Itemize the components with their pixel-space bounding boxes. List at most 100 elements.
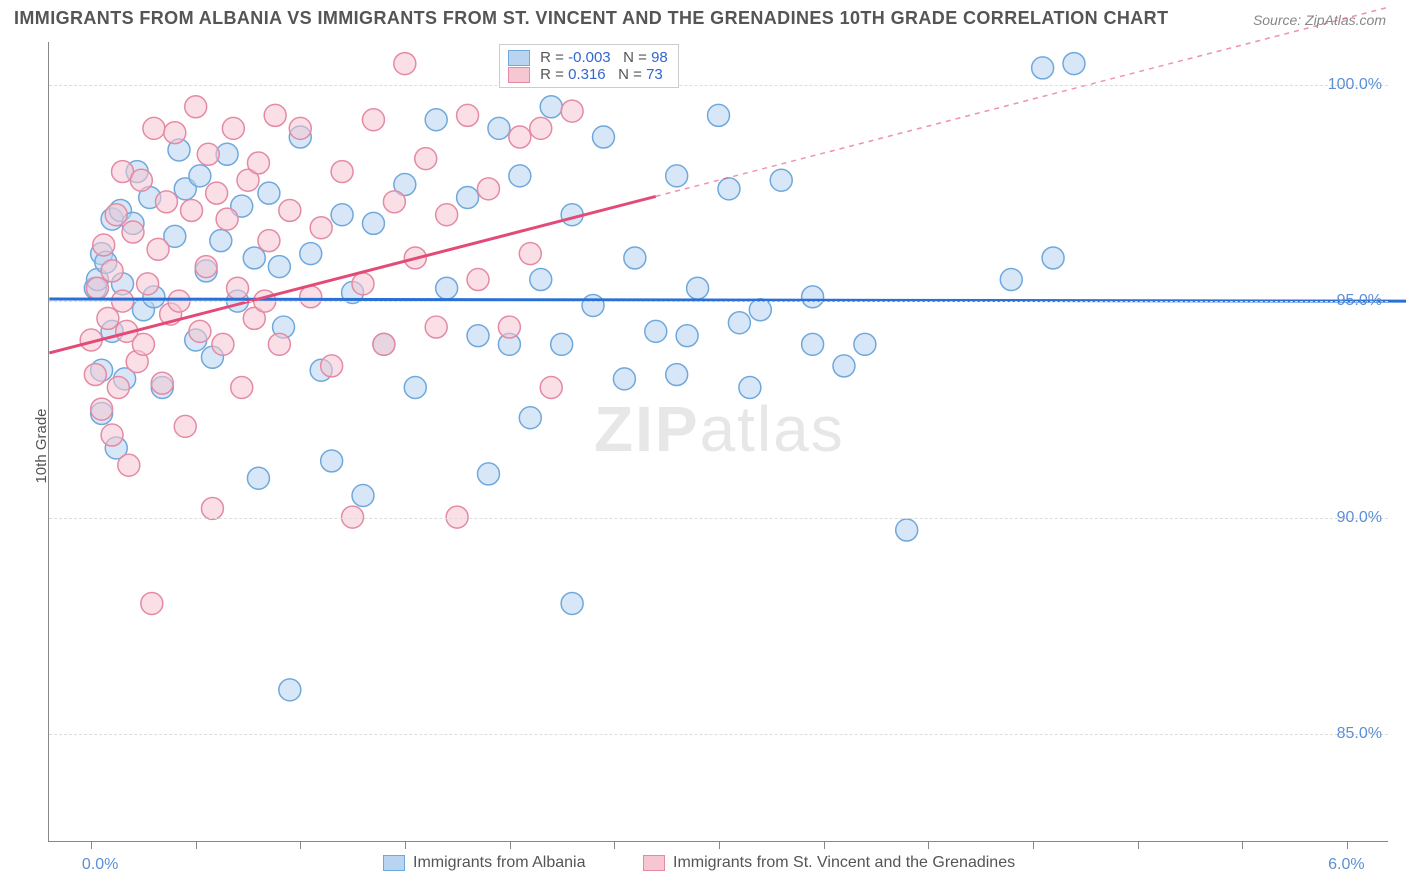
stats-legend-row: R = -0.003 N = 98 — [508, 49, 668, 66]
data-point — [362, 109, 384, 131]
x-tick — [614, 841, 615, 849]
data-point — [174, 415, 196, 437]
data-point — [519, 243, 541, 265]
data-point — [310, 217, 332, 239]
data-point — [415, 148, 437, 170]
stats-legend-row: R = 0.316 N = 73 — [508, 66, 668, 83]
x-tick — [928, 841, 929, 849]
data-point — [107, 377, 129, 399]
gridline — [49, 734, 1388, 735]
data-point — [132, 333, 154, 355]
data-point — [1063, 53, 1085, 75]
data-point — [264, 104, 286, 126]
data-point — [247, 467, 269, 489]
x-tick — [405, 841, 406, 849]
data-point — [279, 199, 301, 221]
data-point — [561, 592, 583, 614]
data-point — [394, 53, 416, 75]
data-point — [551, 333, 573, 355]
data-point — [352, 273, 374, 295]
data-point — [84, 364, 106, 386]
data-point — [130, 169, 152, 191]
data-point — [300, 286, 322, 308]
data-point — [477, 178, 499, 200]
data-point — [362, 212, 384, 234]
data-point — [279, 679, 301, 701]
data-point — [540, 96, 562, 118]
x-tick — [719, 841, 720, 849]
y-tick-label: 100.0% — [1328, 76, 1382, 94]
x-tick — [1138, 841, 1139, 849]
data-point — [86, 277, 108, 299]
data-point — [457, 186, 479, 208]
data-point — [185, 96, 207, 118]
data-point — [425, 109, 447, 131]
data-point — [97, 307, 119, 329]
series-legend-item: Immigrants from Albania — [383, 854, 586, 872]
data-point — [141, 592, 163, 614]
legend-swatch — [643, 855, 665, 871]
data-point — [457, 104, 479, 126]
data-point — [101, 424, 123, 446]
data-point — [666, 364, 688, 386]
data-point — [561, 100, 583, 122]
data-point — [593, 126, 615, 148]
data-point — [467, 325, 489, 347]
data-point — [624, 247, 646, 269]
data-point — [331, 161, 353, 183]
data-point — [488, 117, 510, 139]
plot-svg — [49, 42, 1388, 841]
data-point — [258, 230, 280, 252]
data-point — [436, 204, 458, 226]
y-tick-label: 90.0% — [1337, 509, 1382, 527]
series-legend-label: Immigrants from Albania — [413, 854, 586, 872]
data-point — [1000, 269, 1022, 291]
data-point — [195, 256, 217, 278]
data-point — [509, 126, 531, 148]
stats-legend: R = -0.003 N = 98 R = 0.316 N = 73 — [499, 44, 679, 88]
data-point — [1032, 57, 1054, 79]
data-point — [164, 122, 186, 144]
data-point — [231, 377, 253, 399]
data-point — [151, 372, 173, 394]
data-point — [181, 199, 203, 221]
gridline — [49, 518, 1388, 519]
data-point — [582, 294, 604, 316]
data-point — [137, 273, 159, 295]
data-point — [227, 277, 249, 299]
series-legend-label: Immigrants from St. Vincent and the Gren… — [673, 854, 1015, 872]
data-point — [101, 260, 123, 282]
data-point — [216, 208, 238, 230]
data-point — [425, 316, 447, 338]
data-point — [509, 165, 531, 187]
data-point — [243, 247, 265, 269]
x-tick — [510, 841, 511, 849]
data-point — [189, 165, 211, 187]
data-point — [105, 204, 127, 226]
data-point — [122, 221, 144, 243]
legend-swatch — [508, 67, 530, 83]
stats-legend-text: R = 0.316 N = 73 — [536, 66, 663, 83]
x-tick-label-min: 0.0% — [82, 856, 118, 874]
chart-container: IMMIGRANTS FROM ALBANIA VS IMMIGRANTS FR… — [0, 0, 1406, 892]
gridline — [49, 85, 1388, 86]
data-point — [467, 269, 489, 291]
data-point — [676, 325, 698, 347]
x-tick — [824, 841, 825, 849]
data-point — [289, 117, 311, 139]
source-label: Source: ZipAtlas.com — [1253, 12, 1386, 28]
data-point — [739, 377, 761, 399]
x-tick — [196, 841, 197, 849]
data-point — [519, 407, 541, 429]
data-point — [645, 320, 667, 342]
y-tick-label: 85.0% — [1337, 725, 1382, 743]
data-point — [91, 398, 113, 420]
data-point — [404, 377, 426, 399]
data-point — [143, 117, 165, 139]
data-point — [331, 204, 353, 226]
data-point — [687, 277, 709, 299]
data-point — [854, 333, 876, 355]
data-point — [383, 191, 405, 213]
data-point — [197, 143, 219, 165]
data-point — [300, 243, 322, 265]
